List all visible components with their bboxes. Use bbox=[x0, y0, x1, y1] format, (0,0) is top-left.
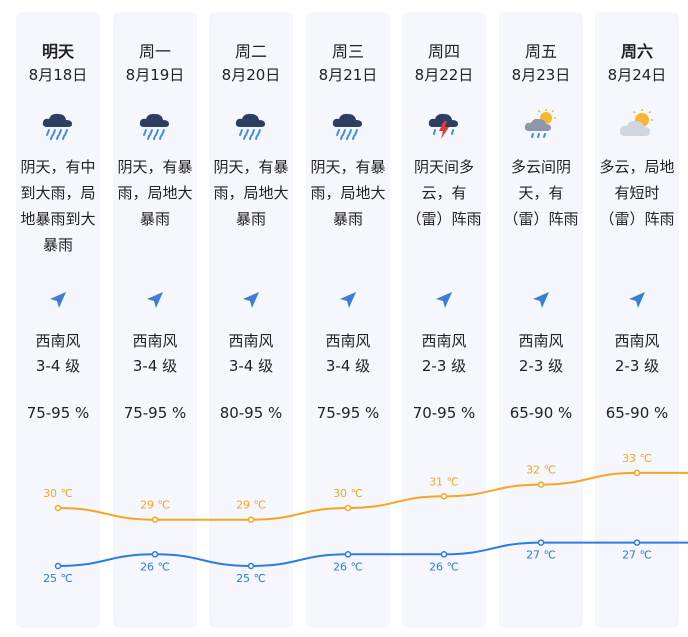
wind-direction-icon bbox=[531, 290, 551, 310]
heavy-rain-icon bbox=[39, 109, 77, 141]
wind-direction-icon bbox=[338, 290, 358, 310]
high-temp-label: 32 ℃ bbox=[526, 464, 556, 477]
high-temp-label: 29 ℃ bbox=[236, 499, 266, 512]
thunderstorm-icon bbox=[425, 109, 463, 141]
wind-level: 3-4 级 bbox=[228, 357, 274, 375]
day-label: 明天 bbox=[41, 42, 74, 61]
heavy-rain-icon bbox=[136, 109, 174, 141]
forecast-day-card: 周二 8月20日阴天，有暴雨，局地大暴雨西南风 3-4 级 80-95 % bbox=[209, 12, 293, 628]
humidity: 80-95 % bbox=[219, 404, 283, 422]
date-label: 8月22日 bbox=[414, 66, 474, 84]
wind-direction-icon bbox=[627, 290, 647, 310]
wind-direction-icon bbox=[434, 290, 454, 310]
heavy-rain-icon bbox=[329, 109, 367, 141]
high-temp-label: 30 ℃ bbox=[333, 487, 363, 500]
forecast-day-card: 周一 8月19日阴天，有暴雨，局地大暴雨西南风 3-4 级 75-95 % bbox=[113, 12, 197, 628]
date-label: 8月18日 bbox=[28, 66, 88, 84]
low-temp-point bbox=[54, 562, 62, 570]
sun-cloud-rain-icon bbox=[522, 109, 560, 141]
wind-direction: 西南风 bbox=[132, 332, 178, 350]
low-temp-label: 25 ℃ bbox=[43, 572, 73, 585]
humidity: 65-90 % bbox=[509, 404, 573, 422]
high-temp-label: 33 ℃ bbox=[622, 452, 652, 465]
wind-direction: 西南风 bbox=[421, 332, 467, 350]
weather-description: 阴天，有暴雨，局地大暴雨 bbox=[213, 158, 289, 228]
high-temp-point bbox=[633, 469, 641, 477]
high-temp-line bbox=[57, 471, 688, 521]
low-temp-label: 27 ℃ bbox=[622, 549, 652, 562]
wind-level: 3-4 级 bbox=[132, 357, 178, 375]
wind-level: 2-3 级 bbox=[614, 357, 660, 375]
low-temp-line bbox=[57, 541, 688, 568]
day-label: 周一 bbox=[138, 42, 171, 61]
date-label: 8月24日 bbox=[607, 66, 667, 84]
weather-description: 多云，局地有短时（雷）阵雨 bbox=[599, 158, 675, 228]
wind-level: 3-4 级 bbox=[35, 357, 81, 375]
high-temp-point bbox=[247, 516, 255, 523]
wind-direction: 西南风 bbox=[228, 332, 274, 350]
low-temp-label: 25 ℃ bbox=[236, 572, 266, 585]
forecast-day-card: 周三 8月21日阴天，有暴雨，局地大暴雨西南风 3-4 级 75-95 % bbox=[306, 12, 390, 628]
low-temp-point bbox=[440, 551, 448, 558]
forecast-day-card: 周五 8月23日多云间阴天，有（雷）阵雨西南风 2-3 级 65-90 % bbox=[499, 12, 583, 628]
weather-description: 阴天间多云，有（雷）阵雨 bbox=[406, 158, 482, 228]
forecast-day-card: 明天 8月18日阴天，有中到大雨，局地暴雨到大暴雨西南风 3-4 级 75-95 % bbox=[16, 12, 100, 628]
low-temp-label: 26 ℃ bbox=[333, 560, 363, 573]
day-label: 周三 bbox=[331, 42, 364, 61]
day-label: 周六 bbox=[620, 42, 653, 61]
wind-direction: 西南风 bbox=[614, 332, 660, 350]
forecast-day-card: 周四 8月22日阴天间多云，有（雷）阵雨西南风 2-3 级 70-95 % bbox=[402, 12, 486, 628]
high-temp-point bbox=[440, 493, 448, 500]
wind-direction: 西南风 bbox=[35, 332, 81, 350]
date-label: 8月23日 bbox=[511, 66, 571, 84]
wind-direction: 西南风 bbox=[325, 332, 371, 350]
high-temp-label: 30 ℃ bbox=[43, 487, 73, 500]
wind-level: 2-3 级 bbox=[518, 357, 564, 375]
humidity: 75-95 % bbox=[26, 404, 90, 422]
wind-direction: 西南风 bbox=[518, 332, 564, 350]
weather-description: 多云间阴天，有（雷）阵雨 bbox=[503, 158, 579, 228]
high-temp-point bbox=[344, 504, 352, 512]
low-temp-point bbox=[633, 539, 641, 546]
heavy-rain-icon bbox=[232, 109, 270, 141]
low-temp-point bbox=[247, 562, 255, 570]
wind-level: 2-3 级 bbox=[421, 357, 467, 375]
wind-direction-icon bbox=[241, 290, 261, 310]
low-temp-label: 27 ℃ bbox=[526, 549, 556, 562]
date-label: 8月19日 bbox=[125, 66, 185, 84]
weather-description: 阴天，有中到大雨，局地暴雨到大暴雨 bbox=[20, 158, 96, 254]
low-temp-label: 26 ℃ bbox=[140, 560, 170, 573]
high-temp-point bbox=[54, 504, 62, 512]
low-temp-point bbox=[151, 551, 159, 558]
wind-direction-icon bbox=[145, 290, 165, 310]
high-temp-label: 29 ℃ bbox=[140, 499, 170, 512]
wind-direction-icon bbox=[48, 290, 68, 310]
humidity: 65-90 % bbox=[605, 404, 669, 422]
high-temp-label: 31 ℃ bbox=[429, 475, 459, 488]
date-label: 8月21日 bbox=[318, 66, 378, 84]
high-temp-point bbox=[537, 481, 545, 488]
humidity: 75-95 % bbox=[316, 404, 380, 422]
day-label: 周五 bbox=[524, 42, 557, 61]
humidity: 75-95 % bbox=[123, 404, 187, 422]
low-temp-point bbox=[344, 551, 352, 558]
day-label: 周四 bbox=[427, 42, 460, 61]
date-label: 8月20日 bbox=[221, 66, 281, 84]
humidity: 70-95 % bbox=[412, 404, 476, 422]
weather-description: 阴天，有暴雨，局地大暴雨 bbox=[117, 158, 193, 228]
low-temp-point bbox=[537, 539, 545, 546]
day-label: 周二 bbox=[234, 42, 267, 61]
partly-cloudy-icon bbox=[618, 109, 656, 141]
high-temp-point bbox=[151, 516, 159, 523]
low-temp-label: 26 ℃ bbox=[429, 560, 459, 573]
wind-level: 3-4 级 bbox=[325, 357, 371, 375]
weather-description: 阴天，有暴雨，局地大暴雨 bbox=[310, 158, 386, 228]
forecast-day-card: 周六 8月24日多云，局地有短时（雷）阵雨西南风 2-3 级 65-90 % bbox=[595, 12, 679, 628]
